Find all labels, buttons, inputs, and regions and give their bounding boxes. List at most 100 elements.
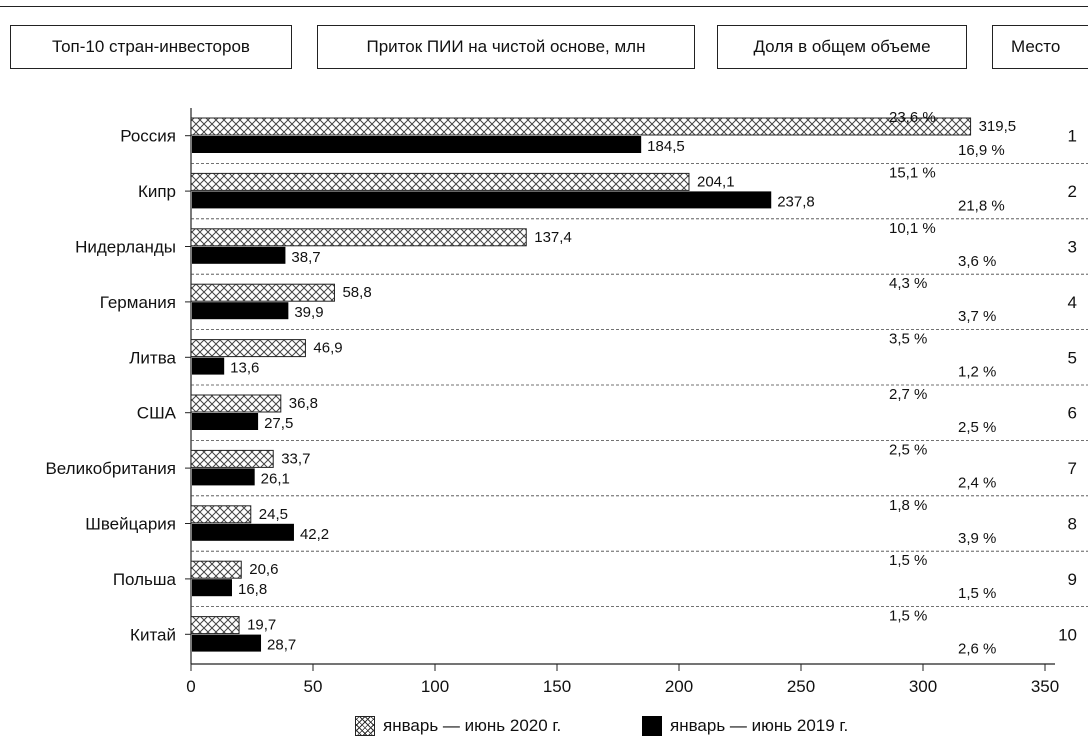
category-label: Германия xyxy=(100,293,176,312)
rank-label: 2 xyxy=(1068,182,1077,201)
share-label-2019: 1,2 % xyxy=(958,364,996,381)
share-label-2019: 3,9 % xyxy=(958,530,996,547)
category-label: Великобритания xyxy=(45,459,176,478)
x-tick-label: 100 xyxy=(421,677,449,696)
legend-label-2019: январь — июнь 2019 г. xyxy=(670,716,849,735)
bar-2020 xyxy=(190,228,527,247)
bar-2020 xyxy=(190,394,282,413)
rank-label: 6 xyxy=(1068,404,1077,423)
value-label-2019: 28,7 xyxy=(267,637,296,654)
share-label-2019: 2,4 % xyxy=(958,474,996,491)
category-label: Польша xyxy=(113,570,177,589)
category-label: Китай xyxy=(130,625,176,644)
share-label-2019: 16,9 % xyxy=(958,142,1005,159)
bar-2019 xyxy=(192,246,286,264)
value-label-2020: 20,6 xyxy=(249,561,278,578)
share-label-2020: 23,6 % xyxy=(889,109,936,126)
x-tick-label: 0 xyxy=(186,677,195,696)
header-rank: Место xyxy=(992,25,1088,69)
value-label-2019: 237,8 xyxy=(777,193,815,210)
x-tick-label: 200 xyxy=(665,677,693,696)
rank-label: 3 xyxy=(1068,238,1077,257)
share-label-2019: 2,5 % xyxy=(958,419,996,436)
bar-2019 xyxy=(192,413,259,430)
x-tick-label: 250 xyxy=(787,677,815,696)
share-label-2019: 3,6 % xyxy=(958,253,996,270)
bar-2020 xyxy=(190,560,242,579)
value-label-2019: 184,5 xyxy=(647,138,685,155)
value-label-2019: 42,2 xyxy=(300,526,329,543)
category-label: Литва xyxy=(129,348,176,367)
category-label: Швейцария xyxy=(85,515,176,534)
share-label-2020: 1,8 % xyxy=(889,497,927,514)
bar-2019 xyxy=(192,634,262,652)
bar-2020 xyxy=(190,172,690,191)
value-label-2019: 27,5 xyxy=(264,415,293,432)
bar-2019 xyxy=(192,136,642,153)
value-label-2020: 204,1 xyxy=(697,173,735,190)
value-label-2019: 13,6 xyxy=(230,360,259,377)
value-label-2020: 36,8 xyxy=(289,395,318,412)
header-share: Доля в общем объеме xyxy=(717,25,967,69)
share-label-2020: 1,5 % xyxy=(889,608,927,625)
share-label-2020: 2,5 % xyxy=(889,441,927,458)
rank-label: 9 xyxy=(1068,570,1077,589)
x-tick-label: 50 xyxy=(304,677,323,696)
value-label-2020: 46,9 xyxy=(313,340,342,357)
share-label-2019: 21,8 % xyxy=(958,197,1005,214)
x-tick-label: 150 xyxy=(543,677,571,696)
rank-label: 4 xyxy=(1068,293,1077,312)
rank-label: 1 xyxy=(1068,127,1077,146)
header-fdi-inflow: Приток ПИИ на чистой основе, млн xyxy=(317,25,695,69)
header-countries: Топ-10 стран-инвесторов xyxy=(10,25,292,69)
rank-label: 5 xyxy=(1068,348,1077,367)
bar-2020 xyxy=(190,283,335,302)
value-label-2020: 58,8 xyxy=(342,284,371,301)
category-label: Россия xyxy=(120,127,176,146)
value-label-2019: 26,1 xyxy=(261,470,290,487)
share-label-2020: 4,3 % xyxy=(889,275,927,292)
share-label-2020: 2,7 % xyxy=(889,386,927,403)
value-label-2019: 16,8 xyxy=(238,581,267,598)
solid-swatch-icon xyxy=(642,716,662,736)
share-label-2020: 15,1 % xyxy=(889,164,936,181)
value-label-2019: 38,7 xyxy=(291,249,320,266)
bar-2019 xyxy=(192,579,232,597)
value-label-2020: 319,5 xyxy=(979,118,1017,135)
value-label-2019: 39,9 xyxy=(294,304,323,321)
bar-2019 xyxy=(192,302,289,320)
bar-2020 xyxy=(190,117,972,136)
legend-label-2020: январь — июнь 2020 г. xyxy=(383,716,562,735)
bar-2019 xyxy=(192,468,255,486)
category-label: Кипр xyxy=(138,182,176,201)
share-label-2019: 3,7 % xyxy=(958,308,996,325)
value-label-2020: 24,5 xyxy=(259,506,288,523)
rank-label: 8 xyxy=(1068,515,1077,534)
rank-label: 10 xyxy=(1058,625,1077,644)
bar-2019 xyxy=(192,523,294,541)
rank-label: 7 xyxy=(1068,459,1077,478)
bar-2019 xyxy=(192,357,225,375)
x-tick-label: 350 xyxy=(1031,677,1059,696)
category-label: Нидерланды xyxy=(75,238,176,257)
value-label-2020: 33,7 xyxy=(281,450,310,467)
share-label-2019: 2,6 % xyxy=(958,641,996,658)
hatch-swatch-icon xyxy=(355,716,375,736)
value-label-2020: 19,7 xyxy=(247,617,276,634)
bar-2020 xyxy=(190,505,252,524)
legend-item-2020: январь — июнь 2020 г. xyxy=(355,713,561,739)
value-label-2020: 137,4 xyxy=(534,229,572,246)
share-label-2020: 1,5 % xyxy=(889,552,927,569)
x-tick-label: 300 xyxy=(909,677,937,696)
share-label-2019: 1,5 % xyxy=(958,585,996,602)
category-label: США xyxy=(137,404,177,423)
bar-2020 xyxy=(190,339,306,358)
share-label-2020: 10,1 % xyxy=(889,220,936,237)
share-label-2020: 3,5 % xyxy=(889,331,927,348)
bar-2020 xyxy=(190,616,240,635)
top-rule xyxy=(0,6,1088,7)
legend-item-2019: январь — июнь 2019 г. xyxy=(642,713,848,739)
bar-2019 xyxy=(192,191,772,209)
bar-2020 xyxy=(190,449,274,468)
